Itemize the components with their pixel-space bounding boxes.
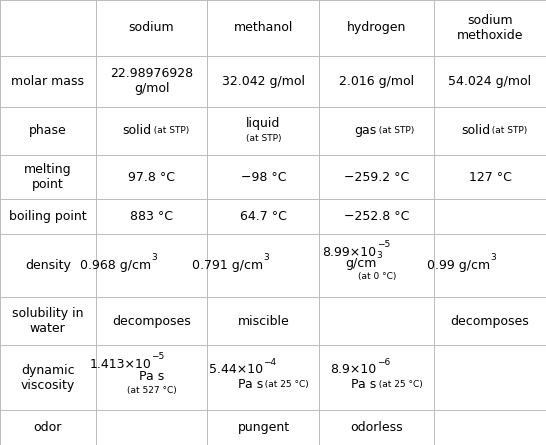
Text: 3: 3 — [377, 251, 383, 260]
Text: −5: −5 — [377, 240, 390, 249]
Text: miscible: miscible — [238, 315, 289, 328]
Text: phase: phase — [29, 125, 67, 138]
Text: solubility in
water: solubility in water — [12, 307, 84, 335]
Text: odorless: odorless — [351, 421, 403, 434]
Text: 54.024 g/mol: 54.024 g/mol — [448, 75, 532, 88]
Text: −259.2 °C: −259.2 °C — [344, 171, 410, 184]
Text: 22.98976928
g/mol: 22.98976928 g/mol — [110, 67, 193, 95]
Text: −98 °C: −98 °C — [241, 171, 286, 184]
Text: 2.016 g/mol: 2.016 g/mol — [339, 75, 414, 88]
Text: 883 °C: 883 °C — [130, 210, 173, 223]
Text: 5.44×10: 5.44×10 — [209, 363, 264, 376]
Text: decomposes: decomposes — [112, 315, 191, 328]
Text: (at 527 °C): (at 527 °C) — [127, 386, 176, 395]
Text: melting
point: melting point — [24, 163, 72, 191]
Text: sodium: sodium — [129, 21, 174, 34]
Text: −5: −5 — [152, 352, 165, 361]
Text: 97.8 °C: 97.8 °C — [128, 171, 175, 184]
Text: 0.968 g/cm: 0.968 g/cm — [80, 259, 152, 272]
Text: (at STP): (at STP) — [246, 134, 281, 142]
Text: (at 0 °C): (at 0 °C) — [358, 272, 396, 281]
Text: 32.042 g/mol: 32.042 g/mol — [222, 75, 305, 88]
Text: Pa s: Pa s — [352, 378, 377, 392]
Text: pungent: pungent — [238, 421, 289, 434]
Text: 3: 3 — [264, 253, 269, 262]
Text: decomposes: decomposes — [450, 315, 530, 328]
Text: 3: 3 — [152, 253, 157, 262]
Text: sodium
methoxide: sodium methoxide — [457, 14, 523, 42]
Text: 0.791 g/cm: 0.791 g/cm — [192, 259, 264, 272]
Text: dynamic
viscosity: dynamic viscosity — [21, 364, 75, 392]
Text: g/cm: g/cm — [346, 257, 377, 270]
Text: molar mass: molar mass — [11, 75, 84, 88]
Text: −252.8 °C: −252.8 °C — [344, 210, 410, 223]
Text: density: density — [25, 259, 71, 272]
Text: (at STP): (at STP) — [152, 126, 189, 135]
Text: methanol: methanol — [234, 21, 293, 34]
Text: 8.99×10: 8.99×10 — [323, 246, 377, 259]
Text: Pa s: Pa s — [238, 378, 264, 392]
Text: Pa s: Pa s — [139, 370, 164, 383]
Text: −6: −6 — [377, 358, 390, 367]
Text: 8.9×10: 8.9×10 — [330, 363, 377, 376]
Text: (at 25 °C): (at 25 °C) — [264, 380, 309, 389]
Text: (at STP): (at STP) — [377, 126, 414, 135]
Text: 0.99 g/cm: 0.99 g/cm — [427, 259, 490, 272]
Text: solid: solid — [461, 125, 490, 138]
Text: 1.413×10: 1.413×10 — [90, 358, 152, 371]
Text: −4: −4 — [264, 358, 277, 367]
Text: liquid: liquid — [246, 117, 281, 130]
Text: 127 °C: 127 °C — [468, 171, 512, 184]
Text: odor: odor — [34, 421, 62, 434]
Text: (at STP): (at STP) — [490, 126, 527, 135]
Text: (at 25 °C): (at 25 °C) — [377, 380, 423, 389]
Text: boiling point: boiling point — [9, 210, 87, 223]
Text: solid: solid — [122, 125, 152, 138]
Text: 64.7 °C: 64.7 °C — [240, 210, 287, 223]
Text: hydrogen: hydrogen — [347, 21, 406, 34]
Text: gas: gas — [354, 125, 377, 138]
Text: 3: 3 — [490, 253, 496, 262]
